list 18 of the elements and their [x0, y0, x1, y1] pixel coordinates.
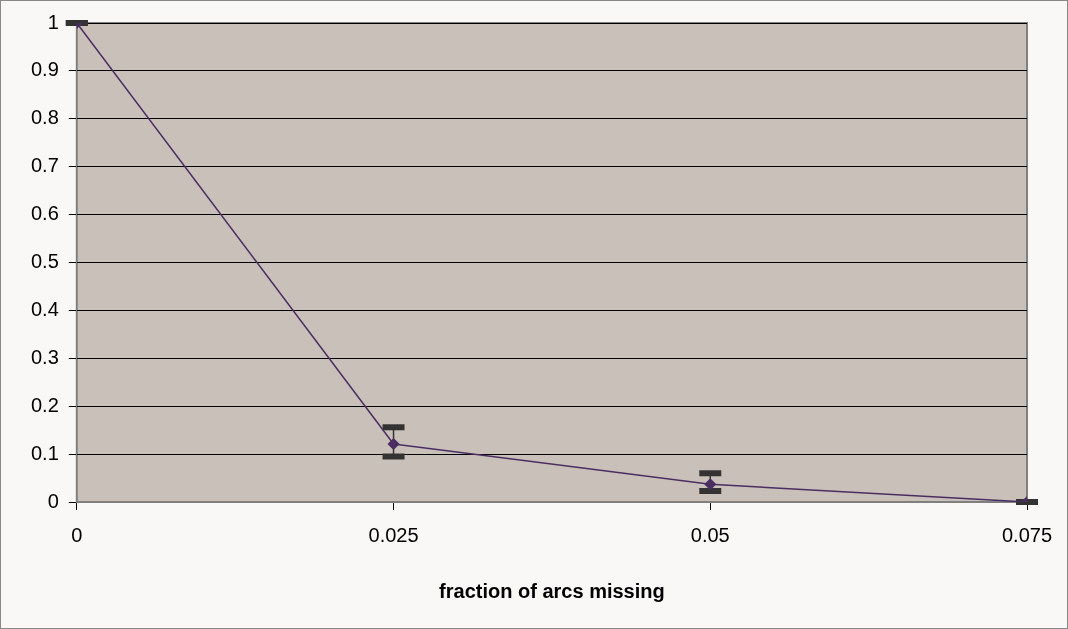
y-tick-label: 0.1 — [30, 441, 59, 464]
y-tick-label: 0.7 — [30, 154, 59, 177]
y-tick-label: 0.8 — [30, 106, 59, 129]
y-tick-label: 0.9 — [30, 58, 59, 81]
y-tick-label: 0.4 — [30, 297, 59, 320]
y-tick-label: 0.2 — [30, 393, 59, 416]
y-tick-label: 0.5 — [30, 250, 59, 273]
x-tick-label: 0.05 — [690, 523, 730, 546]
point — [387, 438, 400, 450]
y-tick-label: 0.3 — [30, 345, 59, 368]
x-tick-label: 0.075 — [1001, 523, 1053, 546]
y-tick-label: 0 — [47, 489, 59, 512]
x-axis-title: fraction of arcs missing — [439, 579, 665, 602]
y-tick-label: 0.6 — [30, 202, 59, 225]
x-tick-label: 0 — [71, 523, 83, 546]
x-tick-label: 0.025 — [368, 523, 419, 546]
y-tick-label: 1 — [47, 10, 59, 33]
point — [704, 478, 717, 491]
